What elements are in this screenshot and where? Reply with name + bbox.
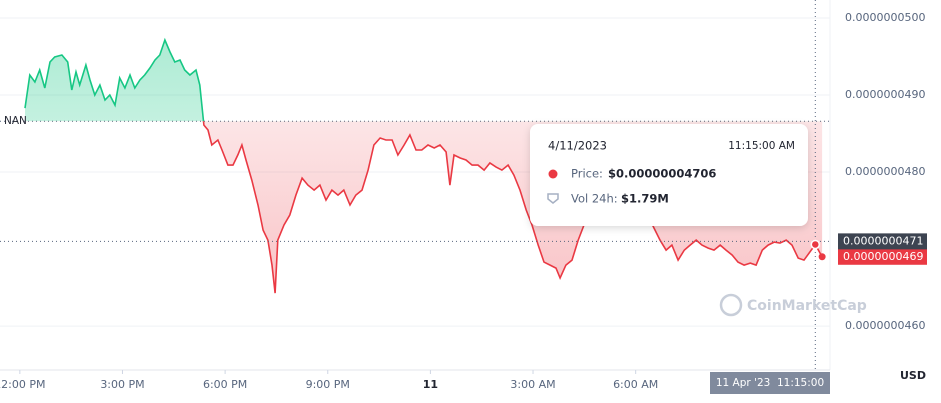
- current-price-label: 0.0000000469: [843, 250, 923, 263]
- tooltip-price-label: Price:: [571, 167, 603, 181]
- y-tick-label: 0.0000000460: [845, 319, 925, 332]
- watermark-icon: [719, 293, 743, 317]
- tooltip-time: 11:15:00 AM: [728, 140, 795, 152]
- hover-point: [810, 239, 821, 250]
- x-tick-label: 3:00 PM: [100, 378, 144, 391]
- x-tick-label: 11: [423, 378, 438, 391]
- y-tick-label: 0.0000000500: [845, 11, 925, 24]
- currency-label: USD: [900, 369, 926, 382]
- watermark: CoinMarketCap: [747, 298, 867, 314]
- x-tick-label: 12:00 PM: [0, 378, 46, 391]
- area: [25, 40, 823, 122]
- tooltip-volume: $1.79M: [621, 192, 669, 206]
- volume-icon: [547, 193, 559, 204]
- baseline-label: NAN: [4, 115, 27, 127]
- price-line: [24, 37, 205, 122]
- x-tick-label: 9:00 PM: [306, 378, 350, 391]
- x-tick-label: 3:00 AM: [510, 378, 555, 391]
- crosshair-price-box: [838, 233, 927, 250]
- crosshair-time-box: [710, 372, 830, 394]
- crosshair-price-label: 0.0000000471: [843, 234, 923, 247]
- x-tick-label: 6:00 AM: [613, 378, 658, 391]
- tooltip: 4/11/2023 11:15:00 AM Price: $0.00000004…: [530, 124, 808, 226]
- tooltip-box: [530, 124, 808, 226]
- tooltip-price: $0.00000004706: [608, 167, 716, 181]
- crosshair-time-label: 11 Apr '23 11:15:00: [716, 377, 824, 389]
- last-point: [818, 253, 826, 261]
- tooltip-volume-label: Vol 24h:: [571, 192, 618, 206]
- y-tick-label: 0.0000000480: [845, 165, 925, 178]
- current-price-box: [838, 248, 927, 265]
- y-tick-label: 0.0000000490: [845, 88, 925, 101]
- price-line: [202, 121, 823, 294]
- x-tick-label: 6:00 PM: [203, 378, 247, 391]
- price-icon: [548, 169, 558, 179]
- tooltip-date: 4/11/2023: [548, 139, 607, 153]
